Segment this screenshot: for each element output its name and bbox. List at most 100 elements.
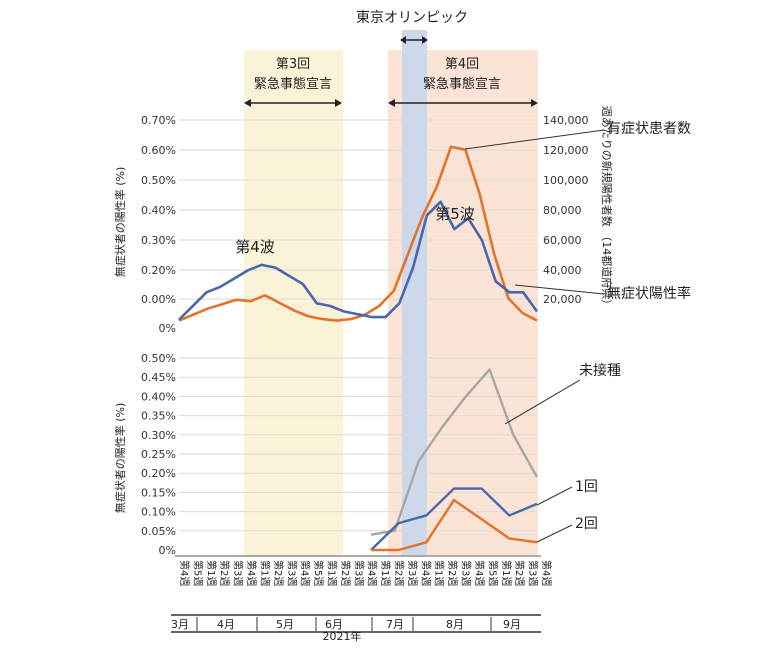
- top-right-tick-label: 120,000: [543, 144, 589, 157]
- series-label-dose2: 2回: [575, 516, 598, 532]
- bottom-left-tick-label: 0.25%: [141, 448, 176, 461]
- week-tick-label: 第3週: [352, 560, 365, 586]
- bottom-left-tick-label: 0.10%: [141, 506, 176, 519]
- series-line-unvaccinated: [370, 368, 539, 536]
- top-right-tick-label: 140,000: [543, 114, 589, 127]
- bottom-left-tick-label: 0.05%: [141, 525, 176, 538]
- week-tick-label: 第5週: [486, 560, 499, 586]
- series-line-asymptomatic: [178, 200, 539, 321]
- week-tick-label: 第1週: [258, 560, 271, 586]
- week-tick-label: 第1週: [379, 560, 392, 586]
- bottom-left-tick-label: 0.15%: [141, 486, 176, 499]
- month-label: 3月: [171, 618, 189, 631]
- month-label: 8月: [446, 618, 464, 631]
- wave5-label: 第5波: [435, 205, 475, 223]
- week-axis: 第4週 第5週 第1週 第2週 第3週 第4週 第1週 第2週 第3週 第4週 第5週 第1週 第2週第…: [171, 555, 553, 616]
- series-label-unvaccinated: 未接種: [579, 362, 621, 379]
- week-tick-label: 第4週: [178, 560, 191, 586]
- week-tick-label: 第2週: [513, 560, 526, 586]
- bottom-left-axis-title: 無症状者の陽性率 (%): [113, 403, 127, 514]
- olympics-label: 東京オリンピック: [356, 10, 468, 26]
- week-tick-label: 第2週: [218, 560, 231, 586]
- month-label: 7月: [386, 618, 404, 631]
- emergency4-label-line2: 緊急事態宣言: [423, 76, 501, 92]
- week-tick-label: 第1週: [433, 560, 446, 586]
- bottom-gridlines: [179, 357, 537, 532]
- series-line-symptomatic: [178, 145, 538, 322]
- week-tick-label: 第2週: [393, 560, 406, 586]
- bottom-left-tick-label: 0.35%: [141, 410, 176, 423]
- top-left-axis-title: 無症状者の陽性率 (%): [113, 167, 127, 278]
- month-label: 6月: [325, 618, 343, 631]
- top-series: [178, 145, 539, 322]
- week-tick-label: 第4週: [366, 560, 379, 586]
- week-tick-label: 第3週: [460, 560, 473, 586]
- top-right-tick-label: 60,000: [543, 234, 582, 247]
- week-tick-label: 第4週: [540, 560, 553, 586]
- week-tick-label: 第4週: [299, 560, 312, 586]
- top-left-tick-label: 0.60%: [141, 144, 176, 157]
- series-line-dose1: [370, 487, 538, 551]
- emergency3-band: [244, 50, 343, 555]
- top-left-tick-label: 0.40%: [141, 204, 176, 217]
- series-label-symptomatic: 有症状患者数: [607, 121, 691, 137]
- top-left-tick-label: 0.50%: [141, 174, 176, 187]
- top-left-tick-label: 0.70%: [141, 114, 176, 127]
- leader-unvaccinated: [504, 379, 581, 425]
- leader-symptomatic: [464, 129, 605, 150]
- month-label: 4月: [217, 618, 235, 631]
- week-tick-label: 第3週: [527, 560, 540, 586]
- series-label-dose1: 1回: [575, 479, 598, 495]
- bottom-left-tick-label: 0.50%: [141, 352, 176, 365]
- olympics-arrow: [400, 36, 428, 44]
- week-tick-label: 第4週: [419, 560, 432, 586]
- week-tick-label: 第1週: [205, 560, 218, 586]
- top-left-ticks: 0% 0.00% 0.20% 0.30% 0.40% 0.50% 0.60% 0.70%: [141, 114, 176, 335]
- week-tick-label: 第1週: [500, 560, 513, 586]
- week-tick-label: 第5週: [191, 560, 204, 586]
- top-right-ticks: 20,000 40,000 60,000 80,000 100,000 120,000 14…: [543, 114, 589, 306]
- top-left-tick-label: 0.30%: [141, 234, 176, 247]
- week-tick-label: 第2週: [339, 560, 352, 586]
- week-tick-label: 第3週: [232, 560, 245, 586]
- bottom-left-tick-label: 0.40%: [141, 390, 176, 403]
- bottom-left-ticks: 0% 0.05% 0.10% 0.15% 0.20% 0.25% 0.30% 0.35% 0.4…: [141, 352, 176, 557]
- week-tick-label: 第4週: [473, 560, 486, 586]
- leader-dose2: [536, 524, 573, 543]
- bottom-left-tick-label: 0%: [159, 544, 176, 557]
- week-tick-label: 第3週: [285, 560, 298, 586]
- top-left-tick-label: 0.20%: [141, 264, 176, 277]
- series-line-dose2: [371, 498, 538, 552]
- olympic-band: [402, 30, 427, 555]
- emergency4-arrow: [388, 99, 538, 107]
- week-tick-label: 第2週: [272, 560, 285, 586]
- bottom-left-tick-label: 0.30%: [141, 429, 176, 442]
- leader-asymptomatic: [514, 284, 605, 295]
- month-label: 5月: [276, 618, 294, 631]
- top-right-tick-label: 20,000: [543, 293, 582, 306]
- wave4-label: 第4波: [235, 238, 275, 256]
- top-right-tick-label: 40,000: [543, 264, 582, 277]
- week-tick-label: 第3週: [406, 560, 419, 586]
- leader-dose1: [536, 486, 573, 506]
- emergency3-label-line1: 第3回: [276, 57, 310, 72]
- month-axis: 3月 4月 5月 6月 7月 8月 9月: [171, 617, 541, 633]
- top-right-axis-title: 週あたりの新規陽性者数 （14都道府県）: [600, 106, 614, 311]
- week-tick-label: 第4週: [245, 560, 258, 586]
- week-tick-label: 第2週: [446, 560, 459, 586]
- week-tick-label: 第5週: [312, 560, 325, 586]
- emergency4-label-line1: 第4回: [445, 57, 479, 72]
- month-label: 9月: [503, 618, 521, 631]
- top-left-tick-label: 0.00%: [141, 293, 176, 306]
- top-right-tick-label: 80,000: [543, 204, 582, 217]
- top-right-tick-label: 100,000: [543, 174, 589, 187]
- bottom-left-tick-label: 0.20%: [141, 467, 176, 480]
- emergency3-arrow: [244, 99, 342, 107]
- week-tick-label: 第1週: [325, 560, 338, 586]
- bottom-left-tick-label: 0.45%: [141, 371, 176, 384]
- series-label-asymptomatic: 無症状陽性率: [607, 285, 691, 302]
- emergency3-label-line2: 緊急事態宣言: [254, 76, 332, 92]
- top-left-tick-label: 0%: [159, 322, 176, 335]
- bottom-series: [370, 368, 539, 552]
